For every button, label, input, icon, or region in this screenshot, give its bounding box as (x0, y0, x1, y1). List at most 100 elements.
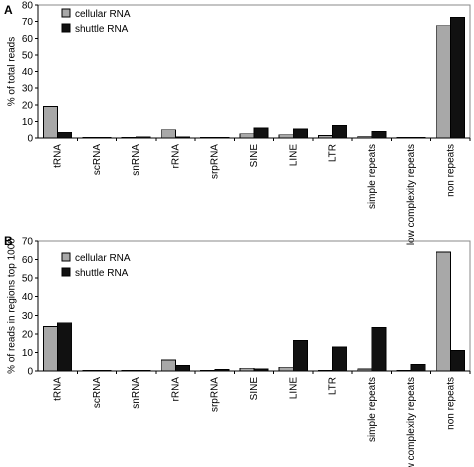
panel-a-bar-cellular-rna-trna (43, 106, 59, 139)
panel-a-y-tick-label-20: 20 (22, 100, 34, 111)
panel-a-y-tick-label-40: 40 (22, 67, 34, 78)
panel-b-legend: cellular RNA shuttle RNA (61, 252, 131, 279)
panel-a-x-tick-label-line: LINE (288, 144, 299, 167)
panel-a-x-tick-label-simple-repeats: simple repeats (367, 144, 378, 209)
panel-b-bar-shuttle-rna-sine (253, 368, 269, 372)
panel-b-plot-frame (38, 240, 471, 371)
panel-a-plot-frame (38, 4, 471, 138)
panel-b-x-tick-label-simple-repeats: simple repeats (367, 377, 378, 442)
panel-a-legend-swatch-cellular (61, 8, 71, 18)
panel-a-bar-shuttle-rna-snrna (135, 136, 151, 139)
panel-b-chart: B % of reads in regions top 1000 0 10 20 30… (4, 234, 471, 467)
panel-b-x-tick-label-srprna: srpRNA (210, 377, 221, 412)
panel-b-y-tick-label-40: 40 (22, 292, 34, 303)
panel-b-bar-shuttle-rna-line (292, 339, 308, 372)
panel-b-bar-shuttle-rna-trna (57, 322, 73, 372)
panel-b-bar-cellular-rna-non-repeats (435, 251, 451, 372)
panel-b-bar-cellular-rna-scrna (82, 369, 98, 372)
panel-b-bar-cellular-rna-ltr (318, 369, 333, 372)
panel-a-x-tick-label-non-repeats: non repeats (445, 144, 456, 197)
panel-b-y-tick-label-70: 70 (22, 237, 34, 248)
panel-b-x-tick-label-non-repeats: non repeats (445, 377, 456, 430)
panel-a-bar-shuttle-rna-trna (57, 131, 73, 139)
panel-a-y-tick-label-30: 30 (22, 84, 34, 95)
panel-b-bar-cellular-rna-line (278, 366, 294, 372)
panel-a-legend-swatch-shuttle (61, 23, 71, 33)
panel-b-bar-shuttle-rna-non-repeats (449, 350, 465, 372)
panel-b-bar-cellular-rna-snrna (121, 369, 137, 372)
panel-a-legend: cellular RNA shuttle RNA (61, 8, 131, 35)
panel-b-y-tick-label-60: 60 (22, 255, 34, 266)
panel-a-y-axis-title: % of total reads (7, 37, 18, 106)
panel-a-bar-cellular-rna-low-complexity-repeats (396, 136, 412, 139)
panel-a-bar-shuttle-rna-line (292, 128, 308, 139)
panel-a-bar-shuttle-rna-sine (253, 127, 269, 139)
panel-b-bar-cellular-rna-sine (239, 367, 255, 372)
panel-b-x-tick-label-trna: tRNA (53, 377, 64, 401)
panel-a-bar-shuttle-rna-low-complexity-repeats (410, 136, 426, 139)
panel-a-x-tick-label-low-complexity-repeats: low complexity repeats (406, 144, 417, 245)
panel-b-bar-cellular-rna-rrna (160, 359, 176, 372)
panel-a-bar-cellular-rna-sine (239, 133, 255, 139)
panel-b-x-tick-label-rrna: rRNA (170, 377, 181, 402)
panel-b-y-tick-label-30: 30 (22, 311, 34, 322)
panel-b-y-axis-title: % of reads in regions top 1000 (7, 238, 18, 374)
panel-b-x-tick-label-snrna: snRNA (131, 377, 142, 409)
panel-a-x-tick-label-sine: SINE (249, 144, 260, 168)
panel-a-legend-label-shuttle: shuttle RNA (75, 24, 129, 35)
panel-a-bar-cellular-rna-srprna (200, 136, 216, 139)
panel-a-bar-cellular-rna-line (278, 134, 294, 139)
panel-a-bar-shuttle-rna-ltr (332, 125, 348, 139)
panel-a-bar-shuttle-rna-rrna (175, 136, 190, 139)
panel-a-y-tick-label-80: 80 (22, 1, 34, 12)
panel-a-y-tick-label-50: 50 (22, 50, 34, 61)
panel-b-letter: B (4, 234, 13, 248)
panel-a-y-tick-label-70: 70 (22, 17, 34, 28)
panel-b-bar-shuttle-rna-simple-repeats (371, 326, 387, 372)
panel-b-y-tick-label-50: 50 (22, 274, 34, 285)
panel-a-bar-shuttle-rna-non-repeats (449, 17, 465, 139)
panel-b-x-tick-label-low-complexity-repeats: low complexity repeats (406, 377, 417, 467)
panel-b-legend-swatch-cellular (61, 252, 71, 262)
panel-b-bar-shuttle-rna-ltr (332, 346, 348, 372)
panel-a-y-tick-label-0: 0 (27, 134, 33, 145)
panel-b-y-tick-label-20: 20 (22, 329, 34, 340)
panel-b-bar-shuttle-rna-rrna (175, 365, 190, 372)
panel-b-legend-label-cellular: cellular RNA (75, 253, 131, 264)
panel-a-bar-shuttle-rna-srprna (214, 136, 230, 139)
panel-a-chart: A % of total reads 0 10 20 30 40 50 60 70 80 tRNA… (4, 1, 471, 245)
panel-b-x-tick-label-scrna: scRNA (92, 377, 103, 408)
panel-a-bar-cellular-rna-scrna (82, 136, 98, 139)
panel-a-bar-cellular-rna-rrna (160, 129, 176, 139)
panel-a-x-tick-label-snrna: snRNA (131, 144, 142, 176)
panel-a-y-tick-label-10: 10 (22, 117, 34, 128)
panel-a-letter: A (4, 3, 13, 17)
panel-b-y-tick-label-10: 10 (22, 348, 34, 359)
panel-b-bar-cellular-rna-trna (43, 326, 59, 372)
panel-b-legend-swatch-shuttle (61, 267, 71, 277)
panel-b-x-tick-label-line: LINE (288, 377, 299, 400)
panel-a-x-tick-label-trna: tRNA (53, 144, 64, 168)
panel-b-bar-shuttle-rna-snrna (135, 369, 151, 372)
panel-a-x-tick-label-srprna: srpRNA (210, 144, 221, 179)
panel-b-bar-cellular-rna-low-complexity-repeats (396, 369, 412, 372)
panel-b-bar-cellular-rna-srprna (200, 369, 216, 372)
panel-a-bar-cellular-rna-simple-repeats (357, 135, 373, 139)
panel-a-legend-label-cellular: cellular RNA (75, 9, 131, 20)
panel-a-x-tick-label-ltr: LTR (328, 144, 339, 162)
panel-b-bar-shuttle-rna-scrna (96, 369, 112, 372)
panel-b-bar-shuttle-rna-low-complexity-repeats (410, 364, 426, 372)
panel-a-bar-cellular-rna-snrna (121, 136, 137, 139)
panel-a-x-tick-label-rrna: rRNA (170, 144, 181, 169)
panel-a-x-tick-label-scrna: scRNA (92, 144, 103, 175)
panel-a-bar-cellular-rna-ltr (318, 135, 333, 139)
panel-a-y-tick-label-60: 60 (22, 34, 34, 45)
panel-b-legend-label-shuttle: shuttle RNA (75, 268, 129, 279)
panel-b-x-tick-label-ltr: LTR (328, 377, 339, 395)
panel-a-bar-cellular-rna-non-repeats (435, 25, 451, 139)
panel-a-bar-shuttle-rna-simple-repeats (371, 130, 387, 139)
panel-a-bar-shuttle-rna-scrna (96, 136, 112, 139)
panel-b-y-tick-label-0: 0 (27, 367, 33, 378)
